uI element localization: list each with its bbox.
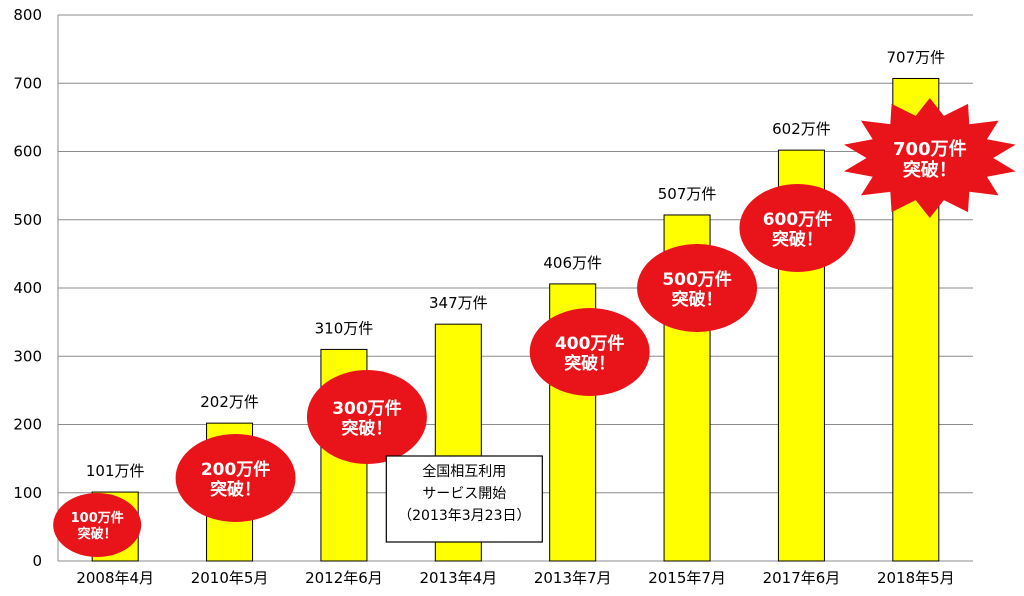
x-tick-label: 2012年6月 [305, 569, 383, 587]
badge-line1: 100万件 [71, 510, 124, 526]
y-tick-label: 800 [13, 6, 42, 24]
x-tick-label: 2018年5月 [877, 569, 955, 587]
bar-value-label: 202万件 [200, 393, 259, 411]
y-tick-label: 100 [13, 484, 42, 502]
starburst-badge [844, 98, 1016, 218]
badge-line2: 突破！ [341, 418, 392, 439]
milestone-badge [53, 493, 142, 557]
badge-line2: 突破！ [210, 479, 261, 500]
badge-line2: 突破！ [672, 289, 723, 310]
milestone-badge [529, 308, 650, 396]
bar-value-label: 310万件 [315, 319, 374, 337]
x-tick-label: 2010年5月 [191, 569, 269, 587]
bar-value-label: 707万件 [886, 48, 945, 66]
milestone-badge [739, 184, 856, 272]
badge-line1: 400万件 [555, 333, 625, 354]
badge-line2: 突破！ [564, 353, 615, 374]
y-tick-label: 700 [13, 74, 42, 92]
badge-line2: 突破！ [772, 229, 823, 250]
badge-line2: 突破！ [903, 159, 957, 181]
y-tick-label: 200 [13, 416, 42, 434]
y-tick-label: 0 [32, 552, 42, 570]
badge-line1: 500万件 [662, 269, 732, 290]
annotation-box [385, 455, 543, 543]
x-tick-label: 2017年6月 [763, 569, 841, 587]
bar-value-label: 347万件 [429, 294, 488, 312]
badge-line2: 突破！ [78, 526, 117, 542]
badge-line1: 200万件 [201, 459, 271, 480]
x-tick-label: 2008年4月 [76, 569, 154, 587]
bar-value-label: 406万件 [543, 254, 602, 272]
badge-line1: 300万件 [332, 398, 402, 419]
y-tick-label: 400 [13, 279, 42, 297]
y-tick-label: 500 [13, 211, 42, 229]
x-tick-label: 2013年4月 [419, 569, 497, 587]
annotation-line: 全国相互利用 [422, 463, 506, 480]
milestone-badge [306, 370, 427, 464]
x-tick-label: 2013年7月 [534, 569, 612, 587]
badge-line1: 600万件 [763, 209, 833, 230]
y-tick-label: 300 [13, 347, 42, 365]
milestone-badge [637, 244, 758, 332]
milestone-badge [175, 434, 296, 522]
x-tick-label: 2015年7月 [648, 569, 726, 587]
badge-line1: 700万件 [893, 138, 967, 160]
bar-value-label: 101万件 [86, 462, 145, 480]
y-tick-label: 600 [13, 143, 42, 161]
bar-value-label: 507万件 [658, 185, 717, 203]
annotation-line: （2013年3月23日） [398, 508, 530, 524]
bar-value-label: 602万件 [772, 120, 831, 138]
annotation-line: サービス開始 [422, 486, 506, 502]
